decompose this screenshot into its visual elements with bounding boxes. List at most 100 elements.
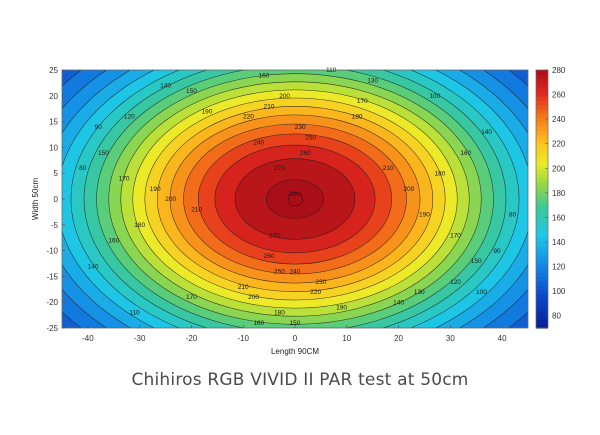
colorbar-tick-label: 180 xyxy=(552,189,566,198)
y-tick-label: -25 xyxy=(46,324,58,333)
contour-label: 150 xyxy=(471,258,482,265)
contour-line xyxy=(265,179,325,219)
contour-label: 160 xyxy=(108,237,119,244)
colorbar-segment xyxy=(536,168,548,174)
colorbar-segment xyxy=(536,293,548,299)
colorbar-segment xyxy=(536,224,548,230)
contour-label: 80 xyxy=(79,165,87,172)
contour-label: 110 xyxy=(129,310,140,317)
y-tick-label: 15 xyxy=(49,118,58,127)
y-tick-label: 25 xyxy=(49,66,58,75)
contour-label: 230 xyxy=(315,279,326,286)
colorbar-segment xyxy=(536,259,548,265)
y-tick-label: 20 xyxy=(49,92,58,101)
contour-label: 180 xyxy=(134,222,145,229)
contour-label: 210 xyxy=(264,103,275,110)
colorbar-tick-label: 80 xyxy=(552,312,561,321)
colorbar-segment xyxy=(536,194,548,200)
colorbar-segment xyxy=(536,181,548,187)
colorbar-segment xyxy=(536,280,548,286)
colorbar-tick-label: 280 xyxy=(552,66,566,75)
contour-line xyxy=(183,123,407,275)
colorbar-segment xyxy=(536,104,548,110)
y-tick-label: 5 xyxy=(54,169,59,178)
contour-label: 270 xyxy=(269,232,280,239)
colorbar-segment xyxy=(536,151,548,157)
x-tick-label: 10 xyxy=(342,334,351,343)
contour-label: 200 xyxy=(165,196,176,203)
colorbar-tick-label: 120 xyxy=(552,263,566,272)
contour-label: 240 xyxy=(253,139,264,146)
colorbar-segment xyxy=(536,263,548,269)
contour-label: 260 xyxy=(264,253,275,260)
colorbar-segment xyxy=(536,82,548,88)
contour-label: 90 xyxy=(95,124,103,131)
contour-label: 210 xyxy=(191,207,202,214)
contour-label: 120 xyxy=(124,114,135,121)
y-axis-label: Width 50cm xyxy=(31,178,40,221)
colorbar-segment xyxy=(536,246,548,252)
contour-line xyxy=(234,158,356,240)
colorbar-segment xyxy=(536,233,548,239)
colorbar-segment xyxy=(536,147,548,153)
colorbar-segment xyxy=(536,315,548,320)
y-tick-label: -15 xyxy=(46,272,58,281)
contour-label: 130 xyxy=(414,289,425,296)
contour-label: 220 xyxy=(310,289,321,296)
contour-label: 200 xyxy=(403,186,414,193)
contour-line xyxy=(169,114,421,284)
colorbar-segment xyxy=(536,173,548,179)
colorbar-segment xyxy=(536,130,548,136)
contour-label: 140 xyxy=(481,129,492,136)
contour-label: 100 xyxy=(429,93,440,100)
contour-label: 140 xyxy=(88,263,99,270)
x-axis: -40 -30 -20 -10 0 10 20 30 40 xyxy=(82,325,507,343)
contour-label: 240 xyxy=(290,268,301,275)
colorbar-segment xyxy=(536,237,548,243)
colorbar-segment xyxy=(536,216,548,222)
x-tick-label: 30 xyxy=(446,334,455,343)
colorbar-segment xyxy=(536,100,548,105)
colorbar-segment xyxy=(536,267,548,273)
colorbar-segment xyxy=(536,229,548,234)
x-tick-label: 20 xyxy=(394,334,403,343)
contour-label: 100 xyxy=(476,289,487,296)
colorbar-segment xyxy=(536,186,548,191)
x-axis-label: Length 90CM xyxy=(271,347,319,356)
x-tick-label: -30 xyxy=(134,334,146,343)
colorbar-segment xyxy=(536,78,548,84)
colorbar-segment xyxy=(536,310,548,316)
y-tick-label: 0 xyxy=(54,195,59,204)
contour-label: 190 xyxy=(202,108,213,115)
contour-label: 180 xyxy=(352,114,363,121)
colorbar-tick-label: 100 xyxy=(552,287,566,296)
contour-label: 120 xyxy=(450,279,461,286)
colorbar: 280 260 240 220 200 180 160 140 120 100 80 xyxy=(535,66,566,329)
contour-label: 150 xyxy=(290,320,301,327)
colorbar-segment xyxy=(536,164,548,170)
colorbar-segment xyxy=(536,190,548,196)
contour-label: 270 xyxy=(274,165,285,172)
contour-line xyxy=(214,144,376,254)
colorbar-segment xyxy=(536,323,548,329)
contour-label: 260 xyxy=(300,150,311,157)
colorbar-segment xyxy=(536,70,548,75)
colorbar-segment xyxy=(536,276,548,282)
colorbar-segment xyxy=(536,121,548,127)
y-tick-label: -20 xyxy=(46,298,58,307)
colorbar-segment xyxy=(536,250,548,256)
colorbar-tick-label: 140 xyxy=(552,238,566,247)
colorbar-segment xyxy=(536,199,548,204)
colorbar-segment xyxy=(536,242,548,247)
colorbar-segment xyxy=(536,113,548,118)
contour-label: 180 xyxy=(435,170,446,177)
colorbar-segment xyxy=(536,177,548,183)
colorbar-segment xyxy=(536,108,548,114)
contour-label: 200 xyxy=(248,294,259,301)
contour-label: 280 xyxy=(290,191,301,198)
contour-line xyxy=(108,73,482,325)
colorbar-segment xyxy=(536,203,548,209)
colorbar-segment xyxy=(536,160,548,166)
colorbar-segment xyxy=(536,95,548,101)
